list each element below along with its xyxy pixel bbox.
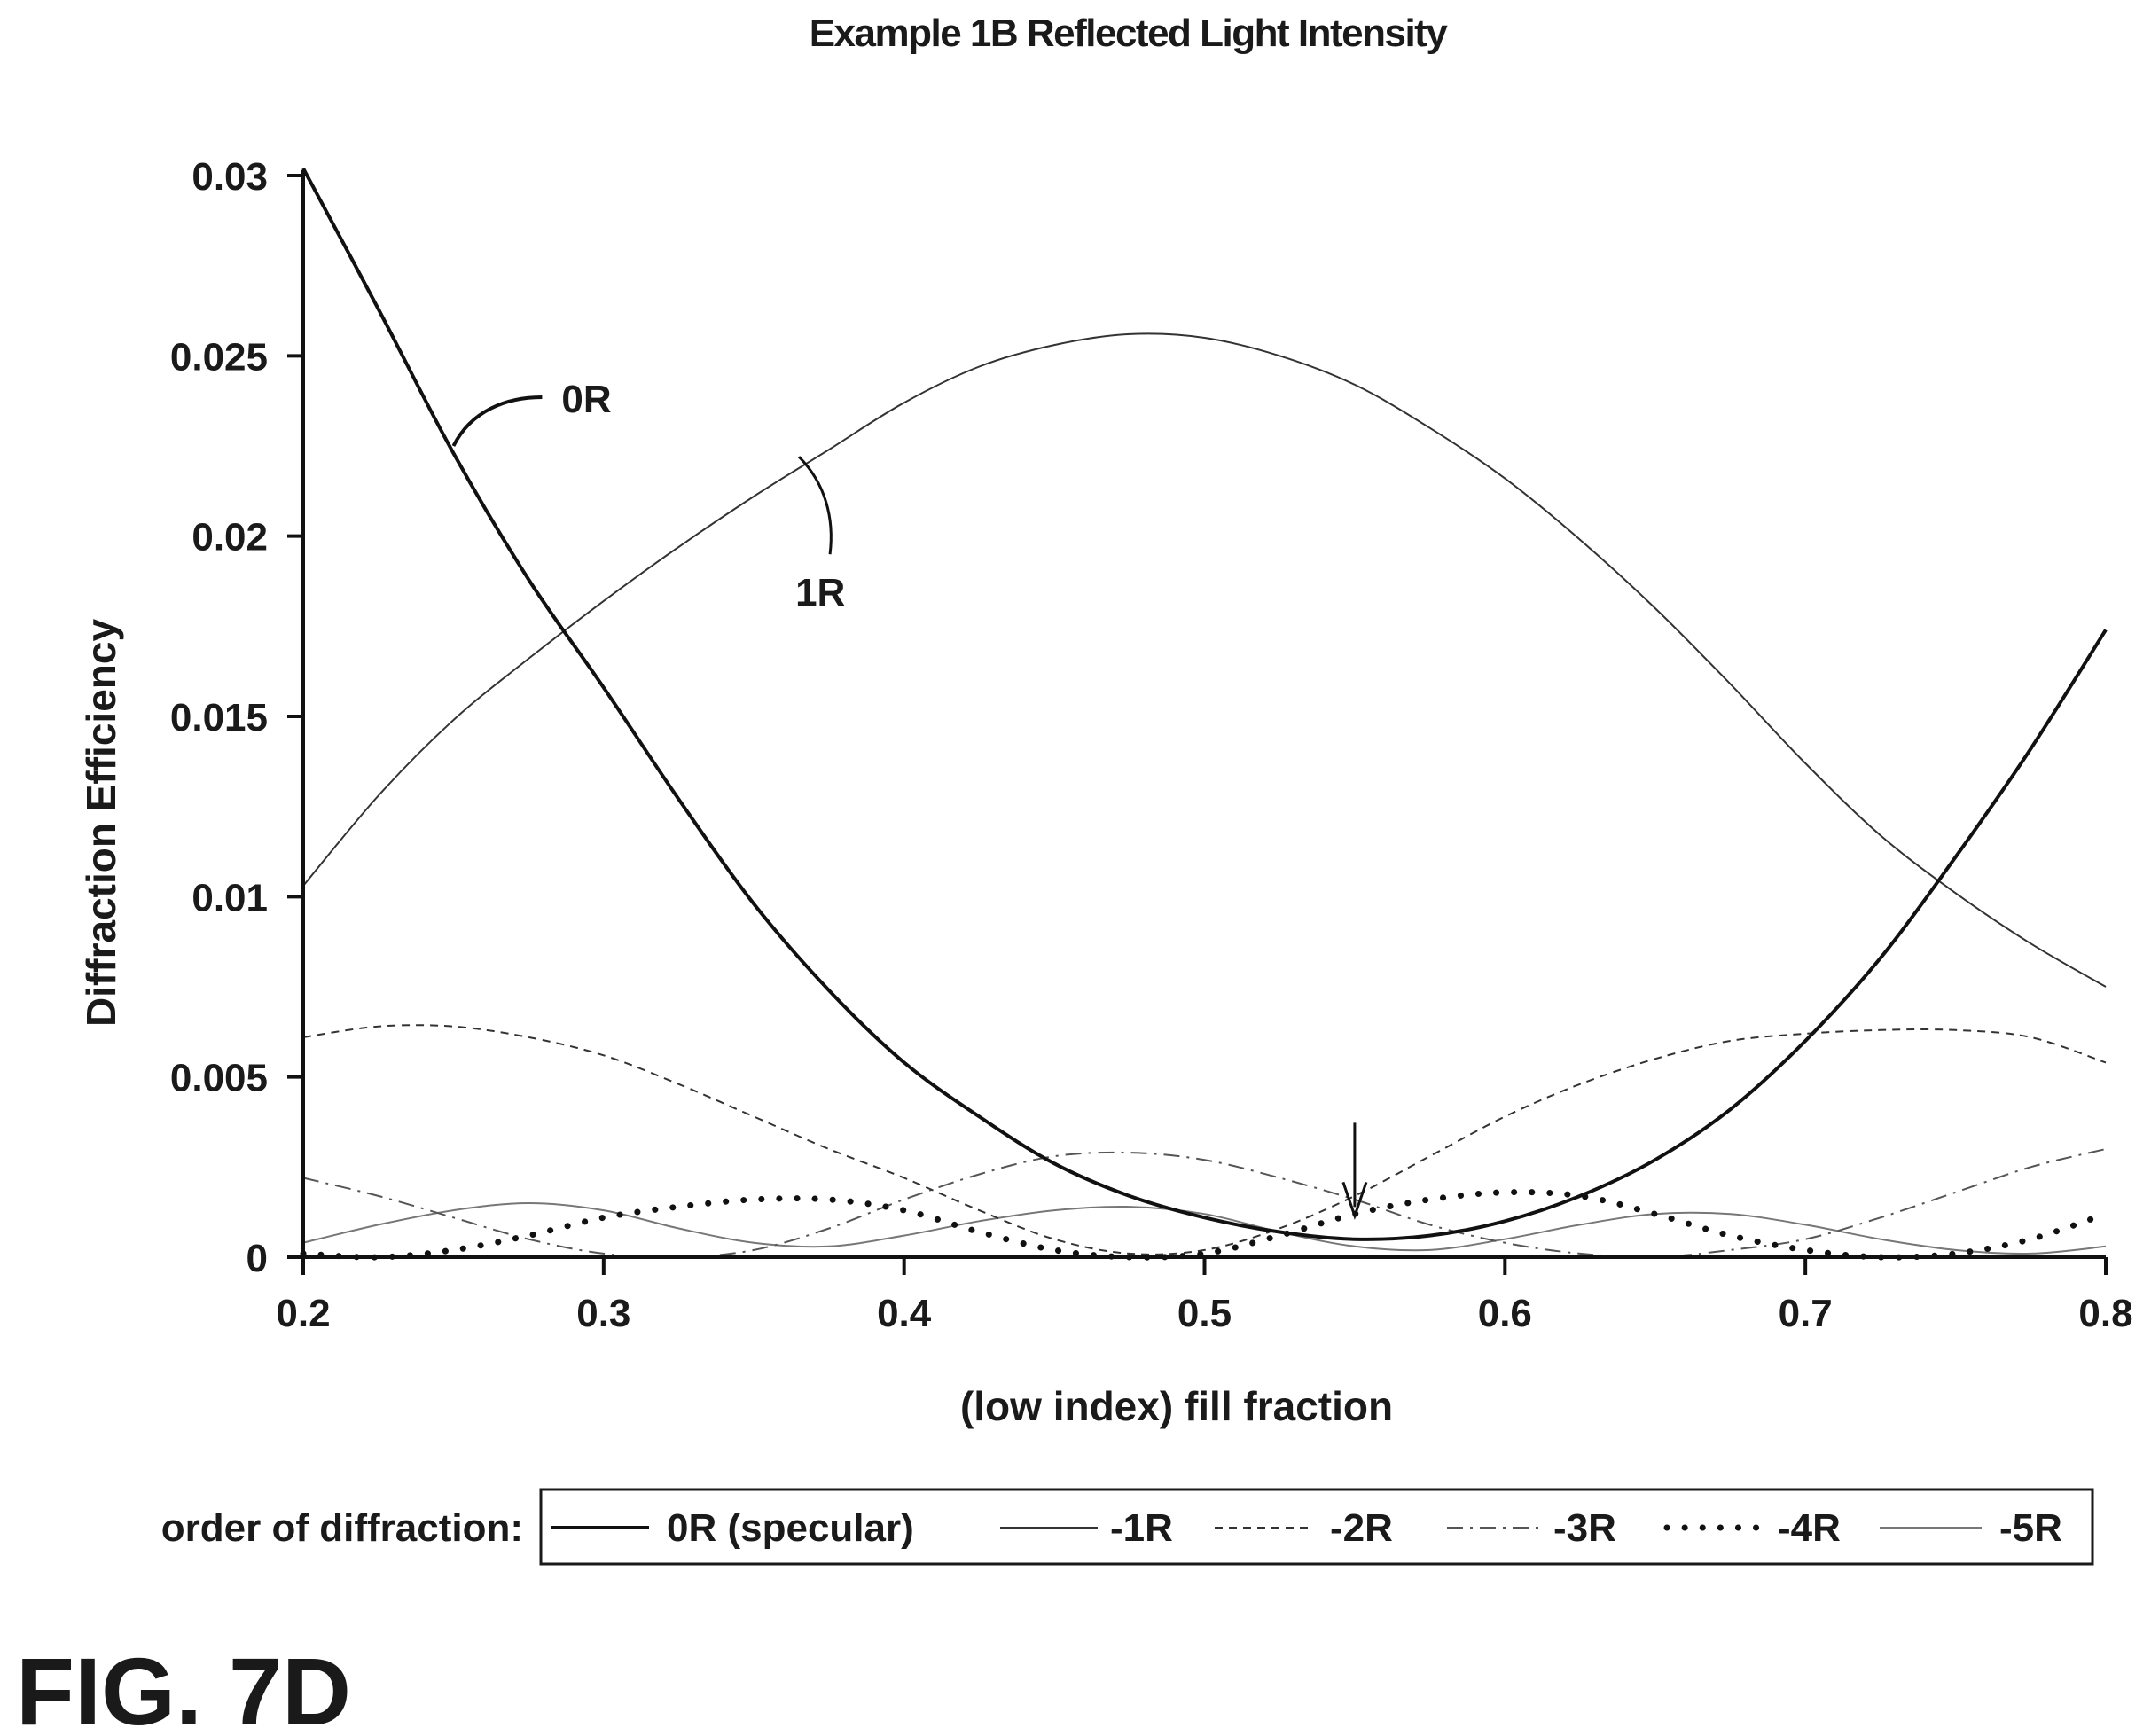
y-axis-label: Diffraction Efficiency (78, 619, 124, 1028)
x-tick-label: 0.2 (276, 1292, 330, 1335)
legend-label: -4R (1778, 1506, 1841, 1550)
x-tick-label: 0.5 (1177, 1292, 1232, 1335)
y-tick-label: 0.03 (192, 155, 268, 199)
series-line-2R (302, 1024, 2107, 1255)
y-tick-label: 0.01 (192, 876, 268, 919)
minimum-arrow-head (1341, 1181, 1368, 1221)
legend-items: 0R (specular) -1R -2R -3R -4R -5R (551, 1506, 2062, 1550)
series-line-0R (301, 167, 2108, 1241)
callout-label-0R: 0R (561, 378, 611, 421)
y-tick-label: 0 (246, 1237, 268, 1280)
x-axis-label: (low index) fill fraction (960, 1383, 1393, 1429)
series-line-4R (300, 1189, 2109, 1261)
legend-box (539, 1488, 2094, 1566)
series-line-1R (302, 332, 2107, 988)
x-tick-label: 0.4 (877, 1292, 932, 1335)
series-line-3R (302, 1148, 2107, 1259)
plot-area (300, 167, 2109, 1261)
y-tick-label: 0.005 (170, 1057, 268, 1100)
annotations: 0R 1R (451, 378, 1368, 1221)
x-tick-label: 0.6 (1478, 1292, 1532, 1335)
y-tick-label: 0.015 (170, 696, 268, 739)
x-tick-label: 0.7 (1779, 1292, 1833, 1335)
x-tick-label: 0.8 (2078, 1292, 2132, 1335)
x-tick-label: 0.3 (576, 1292, 630, 1335)
legend-label: -5R (1999, 1506, 2062, 1550)
chart-title: Example 1B Reflected Light Intensity (810, 12, 1449, 55)
legend-label: -2R (1330, 1506, 1393, 1550)
callout-line-1R (798, 456, 833, 555)
axes: 0.2 0.3 0.4 0.5 0.6 0.7 0.8 0 0.005 0.01 0.015 0.02… (170, 155, 2133, 1335)
y-tick-label: 0.025 (170, 335, 268, 379)
y-tick-label: 0.02 (192, 516, 268, 559)
callout-line-0R (451, 395, 543, 447)
series-line-5R (302, 1201, 2107, 1255)
figure-label: FIG. 7D (16, 1638, 351, 1736)
legend-label: 0R (specular) (667, 1506, 914, 1550)
legend-label: -1R (1110, 1506, 1173, 1550)
legend-label: -3R (1553, 1506, 1616, 1550)
callout-label-1R: 1R (795, 571, 845, 614)
legend-title: order of diffraction: (161, 1506, 523, 1550)
legend: order of diffraction: 0R (specular) -1R -2… (161, 1488, 2094, 1566)
